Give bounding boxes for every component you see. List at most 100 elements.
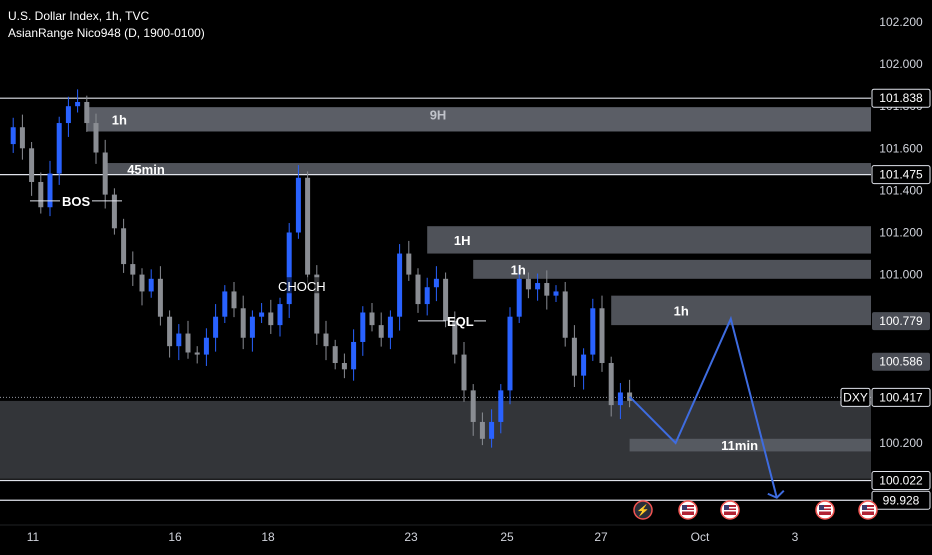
candle-body <box>286 232 292 305</box>
zone-3 <box>427 226 871 254</box>
candle-body <box>249 316 255 338</box>
candle-body <box>553 291 559 296</box>
candle-body <box>111 194 117 229</box>
y-tick-label: 101.000 <box>879 268 923 282</box>
zone-2 <box>105 163 871 175</box>
candle-body <box>176 333 182 347</box>
y-tick-label: 102.000 <box>879 57 923 71</box>
candle-body <box>29 148 35 182</box>
candle-body <box>452 320 458 355</box>
us-flag-stripe <box>724 507 736 509</box>
price-label: 100.779 <box>879 314 923 328</box>
candle-body <box>185 333 191 353</box>
candle-body <box>268 312 274 326</box>
zone-label: 9H <box>430 107 447 122</box>
candle-body <box>406 253 412 275</box>
candle-body <box>599 308 605 364</box>
candle-body <box>341 363 347 370</box>
x-tick-label: 23 <box>404 530 418 544</box>
candle-body <box>489 421 495 439</box>
us-flag-stripe <box>862 510 874 512</box>
candle-body <box>157 278 163 317</box>
x-tick-label: 25 <box>500 530 514 544</box>
candle-body <box>562 291 568 338</box>
x-tick-label: 11 <box>27 530 40 544</box>
zone-1 <box>86 107 872 132</box>
annotation-bos: BOS <box>62 194 91 209</box>
price-label-box <box>872 312 930 331</box>
candle-body <box>617 392 623 406</box>
annotation-eql: EQL <box>447 314 474 329</box>
candle-body <box>167 316 173 347</box>
candle-body <box>19 127 25 149</box>
candle-body <box>139 274 145 292</box>
candle-body <box>424 287 430 305</box>
price-label: 99.928 <box>883 493 920 507</box>
us-flag-stripe <box>682 510 694 512</box>
candle-body <box>461 354 467 391</box>
price-label-box <box>871 165 931 185</box>
candle-body <box>433 278 439 288</box>
candle-body <box>323 333 329 347</box>
candle-body <box>148 278 154 292</box>
candle-body <box>222 291 228 317</box>
candle-body <box>360 312 366 342</box>
candle-body <box>507 316 513 391</box>
candle-body <box>47 173 53 208</box>
chart-legend: U.S. Dollar Index, 1h, TVC AsianRange Ni… <box>8 8 205 42</box>
candle-body <box>65 106 71 124</box>
price-label: 101.475 <box>879 168 923 182</box>
us-flag-stripe <box>819 510 831 512</box>
candle-body <box>443 278 449 321</box>
zone-5 <box>611 295 871 326</box>
y-tick-label: 101.200 <box>879 226 923 240</box>
candle-body <box>544 283 550 296</box>
candle-body <box>581 354 587 376</box>
candle-body <box>38 181 44 208</box>
x-tick-label: Oct <box>691 530 710 544</box>
price-label-box <box>872 352 930 371</box>
us-flag-stripe <box>862 507 874 509</box>
us-flag-canton <box>819 505 824 510</box>
us-flag-stripe <box>682 507 694 509</box>
price-label-box <box>871 470 931 490</box>
x-tick-label: 18 <box>261 530 275 544</box>
candle-body <box>470 390 476 422</box>
indicator-title[interactable]: AsianRange Nico948 (D, 1900-0100) <box>8 26 205 40</box>
price-label: 100.586 <box>879 355 923 369</box>
candle-body <box>295 177 301 233</box>
candle-body <box>56 123 62 174</box>
price-label-box <box>871 490 931 510</box>
candle-body <box>121 228 127 265</box>
symbol-title[interactable]: U.S. Dollar Index, 1h, TVC <box>8 9 150 23</box>
price-label-box <box>871 88 931 108</box>
us-flag-stripe <box>819 507 831 509</box>
candle-body <box>10 127 16 145</box>
candle-body <box>369 312 375 326</box>
us-flag-stripe <box>724 510 736 512</box>
candle-body <box>259 312 265 317</box>
projection-arrowhead <box>767 490 785 499</box>
candle-body <box>277 304 283 326</box>
candle-body <box>240 308 246 338</box>
candle-body <box>93 123 99 153</box>
candle-body <box>590 308 596 355</box>
candle-body <box>314 274 320 334</box>
candle-body <box>571 337 577 376</box>
x-tick-label: 16 <box>168 530 182 544</box>
price-label: 100.022 <box>879 473 923 487</box>
annotation-choch-bg <box>276 277 328 294</box>
candle-body <box>305 177 311 275</box>
candle-body <box>130 264 136 275</box>
candle-body <box>516 278 522 317</box>
candle-body <box>535 283 541 290</box>
price-label-box <box>871 387 931 407</box>
projection-path <box>628 315 778 498</box>
x-tick-label: 3 <box>792 530 799 544</box>
candle-body <box>415 274 421 305</box>
lightning-glyph: ⚡ <box>636 504 650 517</box>
zone-label: 1h <box>674 303 689 318</box>
candle-body <box>75 101 81 107</box>
